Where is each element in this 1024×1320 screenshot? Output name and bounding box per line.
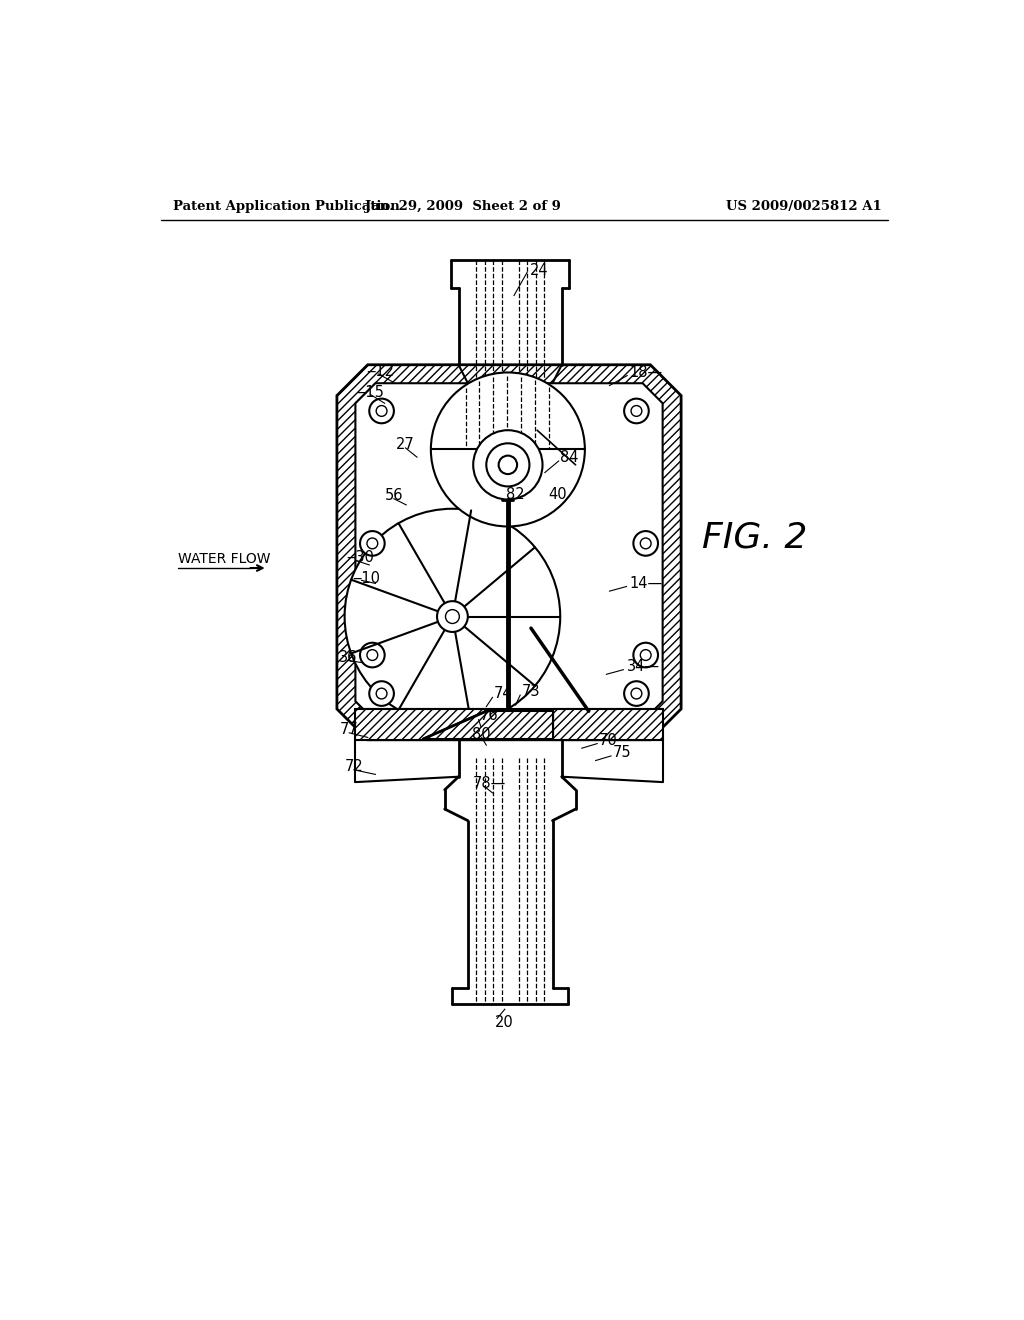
Polygon shape <box>337 364 681 739</box>
Circle shape <box>445 610 460 623</box>
Circle shape <box>376 688 387 700</box>
Text: 75: 75 <box>612 746 631 760</box>
Text: 84: 84 <box>560 450 579 465</box>
Circle shape <box>360 643 385 668</box>
Text: 34—: 34— <box>627 659 659 675</box>
Circle shape <box>634 643 658 668</box>
Text: 73: 73 <box>521 684 541 698</box>
Text: 82: 82 <box>506 487 525 502</box>
Polygon shape <box>355 383 663 721</box>
Circle shape <box>360 531 385 556</box>
Text: ‒12: ‒12 <box>367 364 394 379</box>
Circle shape <box>486 444 529 487</box>
Circle shape <box>370 681 394 706</box>
Circle shape <box>367 539 378 549</box>
Text: 56: 56 <box>385 488 403 503</box>
Text: 24: 24 <box>529 263 548 277</box>
Text: ‒15: ‒15 <box>356 385 384 400</box>
Text: 74: 74 <box>494 686 513 701</box>
Circle shape <box>437 601 468 632</box>
Circle shape <box>370 399 394 424</box>
Text: 20: 20 <box>495 1015 513 1030</box>
Text: 36: 36 <box>339 649 356 665</box>
Text: 72: 72 <box>345 759 364 775</box>
Circle shape <box>376 405 387 416</box>
Text: ‒10: ‒10 <box>352 570 380 586</box>
Text: 18—: 18— <box>630 364 663 380</box>
Text: Patent Application Publication: Patent Application Publication <box>173 199 399 213</box>
Text: ‒30: ‒30 <box>346 549 374 565</box>
Text: 80: 80 <box>472 727 492 742</box>
Text: WATER FLOW: WATER FLOW <box>178 552 270 566</box>
Circle shape <box>631 405 642 416</box>
Text: Jan. 29, 2009  Sheet 2 of 9: Jan. 29, 2009 Sheet 2 of 9 <box>366 199 561 213</box>
Text: 77: 77 <box>340 722 358 738</box>
Polygon shape <box>553 709 663 739</box>
Text: FIG. 2: FIG. 2 <box>701 520 807 554</box>
Polygon shape <box>423 711 553 739</box>
Text: 70: 70 <box>599 733 617 748</box>
Circle shape <box>640 649 651 660</box>
Text: 27: 27 <box>396 437 415 453</box>
Circle shape <box>634 531 658 556</box>
Circle shape <box>473 430 543 499</box>
Text: US 2009/0025812 A1: US 2009/0025812 A1 <box>726 199 883 213</box>
Circle shape <box>499 455 517 474</box>
Circle shape <box>625 399 649 424</box>
Circle shape <box>625 681 649 706</box>
Text: 78—: 78— <box>473 776 507 791</box>
Text: 14—: 14— <box>630 576 663 591</box>
Circle shape <box>631 688 642 700</box>
Circle shape <box>345 508 560 725</box>
Circle shape <box>640 539 651 549</box>
Circle shape <box>367 649 378 660</box>
Text: 40: 40 <box>548 487 566 502</box>
Circle shape <box>431 372 585 527</box>
Text: 76: 76 <box>479 709 498 723</box>
Polygon shape <box>355 709 484 739</box>
